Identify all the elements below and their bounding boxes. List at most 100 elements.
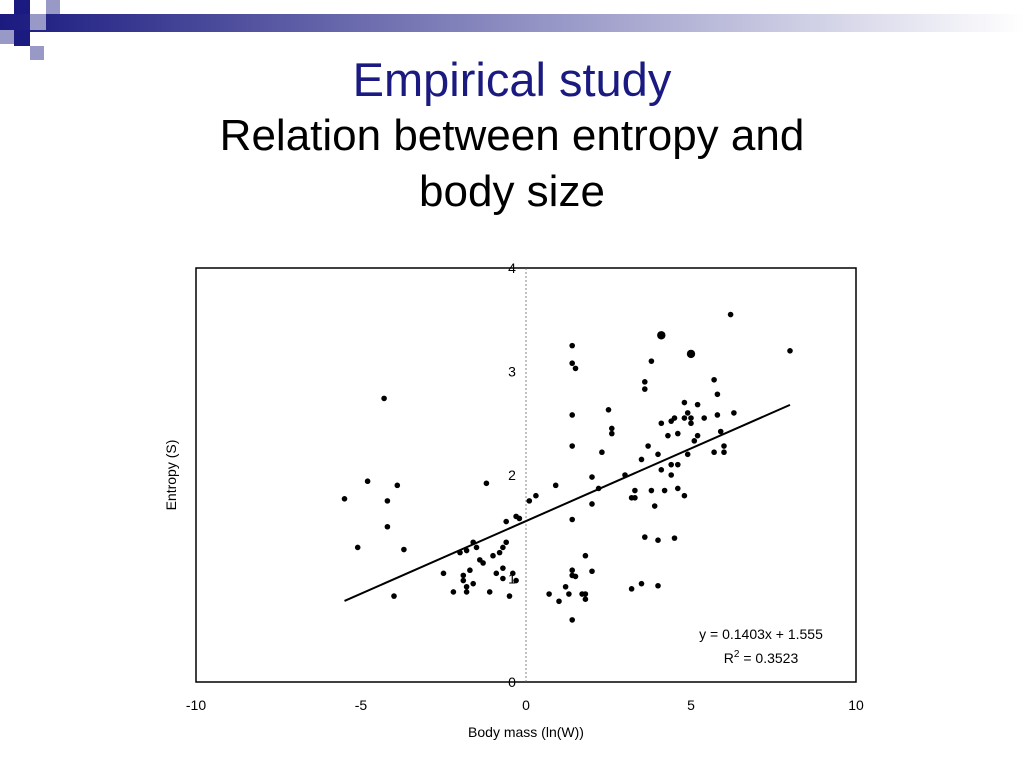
data-point	[787, 348, 793, 354]
data-point	[691, 438, 698, 444]
data-point	[721, 449, 727, 456]
data-point	[490, 552, 496, 559]
data-point	[463, 547, 470, 554]
data-point	[500, 565, 506, 571]
x-tick-label: -5	[355, 697, 368, 713]
data-point	[671, 535, 678, 541]
data-point	[671, 415, 678, 421]
data-point	[569, 443, 575, 449]
x-tick-label: -10	[186, 697, 206, 713]
data-point-large	[657, 331, 666, 340]
data-point	[503, 539, 510, 546]
data-point	[675, 485, 681, 492]
data-point	[668, 472, 674, 478]
data-point	[506, 593, 513, 599]
data-point	[569, 617, 575, 623]
data-point	[668, 461, 674, 468]
data-point	[572, 365, 579, 372]
data-point	[500, 575, 506, 582]
data-point	[701, 415, 707, 421]
data-point	[569, 360, 575, 367]
data-point	[467, 567, 473, 574]
data-point	[503, 518, 510, 525]
data-point	[582, 552, 589, 559]
data-point	[642, 379, 648, 385]
data-point	[516, 515, 523, 522]
data-point	[632, 487, 638, 494]
data-point	[681, 492, 688, 499]
data-point	[721, 443, 727, 449]
data-point	[460, 577, 467, 584]
data-point	[384, 498, 391, 504]
data-point	[642, 534, 648, 540]
data-point	[457, 549, 463, 556]
data-point	[655, 537, 661, 544]
data-point	[562, 583, 569, 590]
data-point	[661, 487, 668, 494]
data-point	[493, 570, 500, 577]
header-decoration	[0, 0, 1024, 60]
data-point	[470, 580, 477, 587]
data-point	[566, 591, 572, 597]
y-tick-label: 1	[508, 571, 516, 587]
data-point	[401, 546, 407, 553]
data-point	[645, 443, 651, 449]
data-point	[510, 570, 516, 577]
data-point	[684, 451, 691, 458]
data-point	[651, 503, 658, 509]
data-point	[684, 410, 691, 416]
y-tick-label: 3	[508, 364, 516, 380]
data-point	[711, 376, 717, 383]
data-point	[609, 425, 615, 432]
data-point	[632, 494, 638, 501]
r-squared-value: = 0.3523	[739, 650, 798, 666]
data-point	[711, 449, 717, 456]
data-point	[450, 589, 457, 595]
plot-frame	[195, 267, 857, 683]
y-axis-title: Entropy (S)	[163, 440, 179, 511]
data-point	[609, 430, 615, 437]
data-point	[483, 480, 490, 487]
y-zero-tick-label: 0	[508, 674, 516, 690]
data-point	[480, 560, 486, 566]
data-point	[533, 492, 539, 499]
data-point	[546, 591, 552, 597]
data-point	[628, 586, 635, 592]
data-point	[556, 598, 562, 605]
r-squared-label: R2 = 0.3523	[724, 649, 799, 666]
data-point	[500, 544, 506, 551]
data-point	[569, 412, 575, 418]
r-squared-superscript: 2	[734, 649, 740, 660]
y-tick-label: 4	[508, 260, 516, 276]
data-point	[595, 485, 602, 492]
data-point	[526, 498, 533, 504]
data-point	[658, 420, 665, 427]
data-point	[572, 573, 579, 580]
data-point	[552, 482, 559, 489]
data-point	[675, 430, 681, 437]
data-point	[638, 456, 645, 463]
data-point	[655, 582, 661, 589]
data-point	[714, 412, 721, 418]
data-points	[341, 311, 793, 623]
data-point	[463, 583, 470, 590]
y-tick-labels: 1 2 3 4	[508, 260, 516, 587]
data-point	[642, 386, 648, 392]
data-point	[354, 544, 361, 551]
data-point	[648, 358, 655, 364]
data-point	[675, 461, 681, 468]
data-point-large	[686, 349, 696, 359]
x-tick-label: 10	[848, 697, 864, 713]
data-point	[473, 544, 480, 551]
trendline	[344, 403, 791, 602]
data-point	[665, 432, 671, 439]
data-point	[638, 580, 645, 587]
data-point	[605, 406, 612, 413]
data-point	[589, 568, 595, 575]
slide-title: Empirical study	[352, 53, 672, 106]
data-point	[384, 523, 391, 530]
data-point	[394, 482, 401, 489]
data-point	[589, 501, 595, 507]
data-point	[589, 474, 595, 480]
